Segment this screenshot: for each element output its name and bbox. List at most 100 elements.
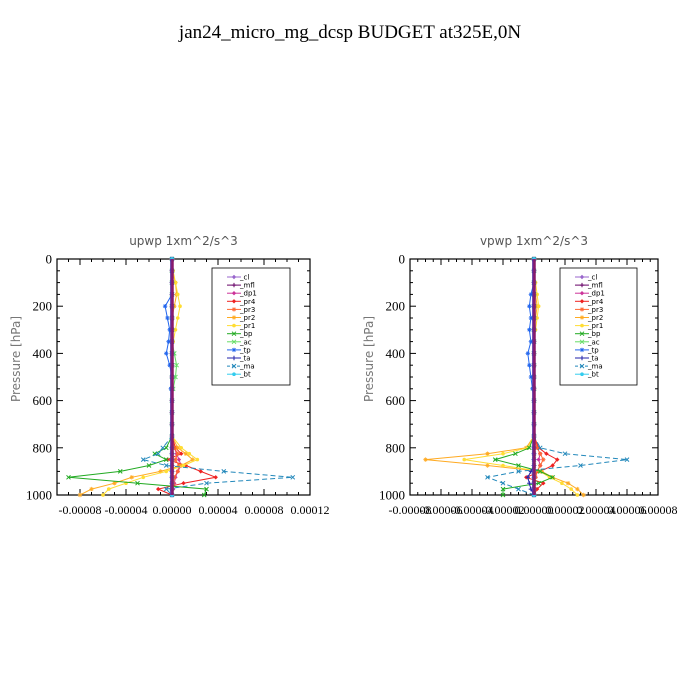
legend-marker: [579, 339, 585, 345]
data-point: [501, 451, 505, 456]
legend-marker: [579, 363, 585, 369]
data-point: [541, 457, 546, 462]
legend-label: _ta: [239, 355, 251, 363]
y-axis-label: Pressure [hPa]: [362, 316, 376, 402]
legend-marker: [579, 291, 585, 296]
data-point: [569, 487, 573, 491]
data-point: [173, 328, 178, 332]
legend-label: _ac: [587, 338, 600, 346]
legend-label: _bp: [587, 330, 601, 338]
legend-marker: [231, 307, 237, 312]
data-point: [528, 292, 534, 297]
data-point: [135, 480, 140, 486]
legend-label: _pr3: [239, 306, 255, 314]
y-tick-label: 600: [386, 393, 406, 408]
legend-label: _ta: [587, 355, 599, 363]
data-point: [485, 451, 490, 456]
data-point: [183, 451, 188, 456]
data-point: [166, 339, 171, 344]
data-point: [174, 362, 179, 368]
legend-label: _tp: [587, 346, 599, 354]
legend-label: _cl: [587, 274, 597, 282]
x-tick-label: -0.00008: [389, 503, 432, 517]
legend: _cl_mfl_dp1_pr4_pr3_pr2_pr1_bp_ac_tp_ta_…: [211, 267, 291, 386]
data-point: [163, 486, 169, 492]
data-point: [535, 316, 539, 320]
data-point: [527, 481, 532, 486]
data-point: [160, 445, 166, 451]
legend-label: _bp: [239, 330, 253, 338]
data-point: [562, 451, 568, 457]
data-point: [129, 475, 134, 480]
data-point: [550, 474, 555, 480]
data-point: [538, 451, 543, 456]
x-tick-label: 0.00004: [199, 503, 238, 517]
data-point: [176, 457, 182, 462]
legend-label: _tp: [239, 346, 251, 354]
legend-marker: [580, 323, 584, 328]
legend-label: _dp1: [587, 290, 605, 298]
data-point: [173, 280, 178, 285]
data-point: [112, 481, 117, 486]
data-point: [575, 493, 580, 497]
data-point: [178, 304, 182, 309]
y-tick-label: 400: [386, 346, 406, 361]
data-point: [172, 445, 177, 450]
data-point: [172, 304, 177, 309]
y-axis-label: Pressure [hPa]: [9, 316, 23, 402]
data-point: [106, 487, 111, 491]
legend-marker: [231, 299, 237, 304]
x-tick-label: 0.00002: [546, 503, 585, 517]
data-point: [526, 445, 532, 451]
data-point: [167, 327, 172, 332]
data-point: [156, 486, 161, 492]
x-tick-label: 0.00000: [515, 503, 554, 517]
data-point: [164, 351, 169, 356]
data-point: [555, 457, 560, 462]
data-point: [525, 351, 530, 356]
legend-marker: [579, 274, 585, 280]
y-tick-label: 0: [46, 252, 53, 267]
series-line-pr1: [102, 258, 199, 496]
data-point: [77, 492, 83, 498]
data-point: [492, 457, 498, 462]
data-point: [528, 374, 534, 380]
data-point: [66, 474, 71, 480]
y-tick-label: 600: [33, 393, 53, 408]
panel-1: upwp 1xm^2/s^3 Pressure [hPa] 0 200 400 600 80…: [9, 234, 330, 517]
data-point: [560, 481, 564, 486]
data-point: [175, 445, 180, 450]
legend-label: _mfl: [587, 282, 603, 290]
data-point: [181, 481, 186, 486]
data-point: [164, 469, 169, 474]
legend-label: _pr4: [587, 298, 604, 306]
y-tick-label: 1000: [379, 488, 405, 503]
data-point: [179, 463, 184, 468]
data-point: [541, 481, 546, 486]
legend-label: _mfl: [239, 282, 255, 290]
data-point: [165, 315, 170, 321]
data-point: [527, 327, 532, 332]
legend-label: _pr3: [587, 306, 603, 314]
legend-label: _bt: [587, 371, 599, 379]
legend-marker: [231, 291, 237, 296]
data-point: [534, 486, 540, 492]
data-point: [528, 339, 534, 344]
data-point: [537, 445, 543, 451]
legend-label: _pr1: [587, 322, 603, 330]
legend-label: _pr2: [239, 314, 255, 322]
data-point: [172, 475, 177, 480]
data-point: [575, 486, 580, 492]
x-tick-label: 0.00006: [608, 503, 647, 517]
data-point: [536, 304, 541, 309]
x-tick-label: 0.00000: [153, 503, 192, 517]
data-point: [187, 451, 192, 456]
data-point: [181, 463, 186, 468]
data-point: [195, 457, 200, 462]
legend-marker: [579, 355, 585, 361]
data-point: [163, 445, 169, 451]
x-tick-label: -0.00004: [105, 503, 148, 517]
data-point: [179, 451, 184, 456]
legend-label: _ma: [239, 363, 255, 371]
data-point: [544, 451, 549, 456]
